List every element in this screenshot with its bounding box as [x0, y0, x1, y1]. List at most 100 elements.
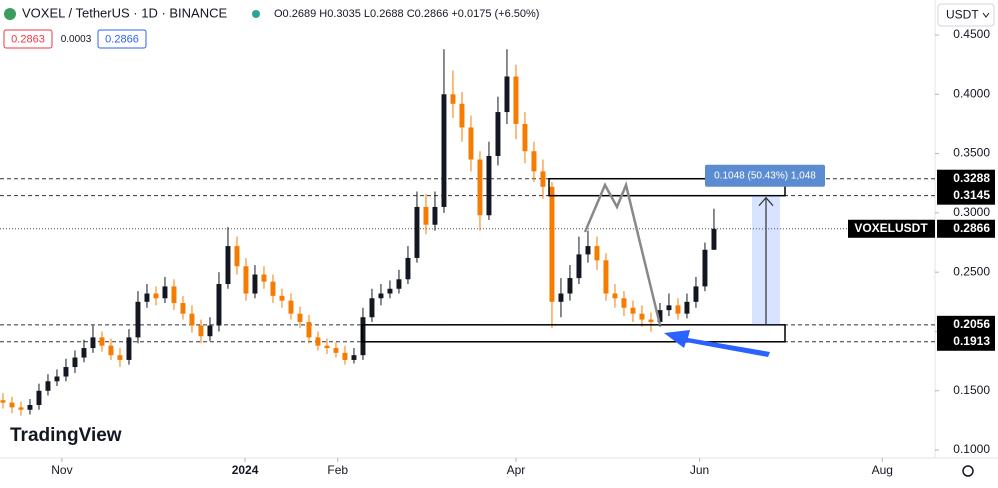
- candle-body: [324, 345, 330, 349]
- candle-body: [54, 376, 60, 382]
- measure-label-box: [705, 164, 825, 187]
- candle-body: [9, 402, 15, 408]
- candle-body: [450, 94, 456, 104]
- candle-body: [108, 345, 114, 356]
- double-top-pattern: [583, 180, 662, 326]
- support-zone: [361, 324, 786, 343]
- candle-body: [558, 293, 564, 302]
- candle-body: [603, 260, 609, 294]
- candle-body: [99, 337, 105, 346]
- candle-body: [441, 94, 447, 207]
- candle-body: [117, 355, 123, 360]
- dropdown-caret: [982, 12, 990, 18]
- y-tick-label: 0.4000: [953, 86, 990, 100]
- candle-body: [459, 103, 465, 128]
- candle-body: [306, 321, 312, 338]
- level-label: 0.2056: [953, 317, 990, 331]
- candle-body: [333, 348, 339, 353]
- candle-body: [243, 266, 249, 294]
- candle-body: [270, 281, 276, 296]
- candle-body: [315, 337, 321, 346]
- pointer-arrow: [664, 330, 770, 357]
- y-tick-label: 0.1000: [953, 442, 990, 456]
- candle-body: [666, 305, 672, 311]
- candle-body: [261, 274, 267, 282]
- candle-body: [351, 355, 357, 360]
- candle-body: [225, 246, 231, 285]
- candle-body: [342, 352, 348, 360]
- x-tick-label: Nov: [51, 463, 72, 477]
- candle-body: [684, 301, 690, 314]
- ask: 0.2866: [105, 33, 139, 45]
- x-tick-label: Aug: [872, 463, 893, 477]
- candle-body: [387, 288, 393, 294]
- candle-body: [198, 325, 204, 337]
- candle-body: [297, 313, 303, 322]
- status-dot: [252, 10, 260, 18]
- level-label: 0.3288: [953, 171, 990, 185]
- candle-body: [144, 293, 150, 302]
- candle-body: [612, 293, 618, 299]
- x-tick-label: 2024: [232, 463, 259, 477]
- candle-body: [396, 279, 402, 289]
- candle-body: [477, 159, 483, 216]
- level-label-box: [937, 169, 995, 188]
- candle-body: [549, 186, 555, 302]
- candle-body: [585, 246, 591, 255]
- candle-body: [360, 317, 366, 356]
- candle-body: [252, 274, 258, 294]
- candle-body: [207, 325, 213, 337]
- candle-body: [657, 310, 663, 322]
- y-tick-label: 0.3500: [953, 146, 990, 160]
- candle-body: [126, 337, 132, 360]
- resistance-zone: [548, 177, 786, 197]
- candle-body: [0, 400, 6, 403]
- candle-body: [36, 390, 42, 405]
- level-label-box: [937, 186, 995, 205]
- y-tick-label: 0.4500: [953, 27, 990, 41]
- level-label: 0.1913: [953, 334, 990, 348]
- candle-body: [594, 246, 600, 261]
- bid-box: [3, 29, 53, 49]
- candle-body: [567, 278, 573, 294]
- x-tick-label: Feb: [327, 463, 348, 477]
- candle-body: [171, 286, 177, 304]
- symbol-title: VOXEL / TetherUS · 1D · BINANCE: [22, 5, 228, 20]
- last-price-label: 0.2866: [953, 221, 990, 235]
- settings-icon[interactable]: [962, 465, 974, 477]
- candle-body: [675, 305, 681, 314]
- candle-body: [90, 337, 96, 349]
- candle-body: [27, 404, 33, 410]
- candle-body: [81, 348, 87, 358]
- symbol-icon: [4, 8, 16, 20]
- candle-body: [495, 112, 501, 156]
- candle-body: [630, 307, 636, 314]
- candle-body: [405, 257, 411, 280]
- last-price-name: VOXELUSDT: [854, 221, 928, 235]
- candle-body: [576, 254, 582, 279]
- candle-body: [288, 300, 294, 314]
- candle-body: [504, 76, 510, 113]
- candle-body: [702, 249, 708, 287]
- y-tick-label: 0.1500: [953, 383, 990, 397]
- candle-body: [522, 123, 528, 152]
- candle-body: [162, 286, 168, 299]
- currency[interactable]: USDT: [946, 8, 979, 22]
- candle-body: [639, 313, 645, 320]
- ohlc-values: O0.2689 H0.3035 L0.2688 C0.2866 +0.0175 …: [274, 8, 539, 20]
- candle-body: [189, 313, 195, 326]
- candle-body: [711, 228, 717, 250]
- candle-body: [621, 298, 627, 308]
- level-label: 0.3145: [953, 188, 990, 202]
- candle-body: [486, 155, 492, 216]
- candle-body: [648, 319, 654, 322]
- spread: 0.0003: [61, 34, 92, 45]
- ask-box: [97, 29, 147, 49]
- candle-body: [423, 206, 429, 225]
- measure-label: 0.1048 (50.43%) 1,048: [714, 170, 816, 181]
- currency-button[interactable]: [937, 3, 995, 27]
- candle-body: [234, 246, 240, 267]
- x-tick-label: Apr: [507, 463, 526, 477]
- candle-body: [216, 284, 222, 326]
